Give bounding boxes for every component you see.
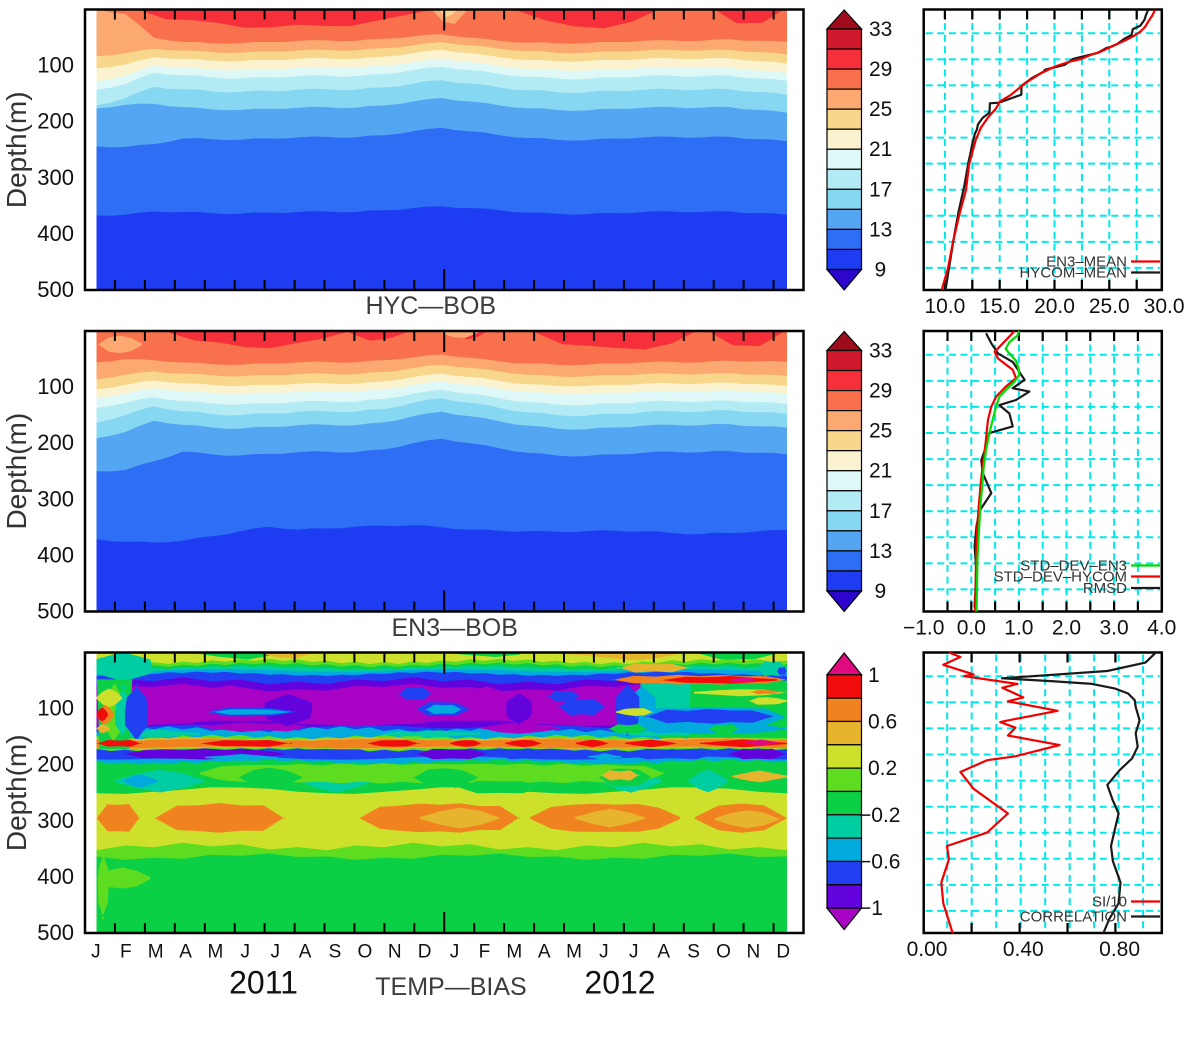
- svg-text:HYC—BOB: HYC—BOB: [366, 292, 497, 320]
- svg-text:N: N: [747, 942, 761, 963]
- svg-text:1.0: 1.0: [1004, 617, 1033, 640]
- svg-text:O: O: [716, 942, 731, 963]
- svg-text:STD–DEV–HYCOM: STD–DEV–HYCOM: [994, 569, 1127, 586]
- svg-text:200: 200: [37, 430, 74, 455]
- svg-text:25: 25: [869, 98, 892, 121]
- svg-text:M: M: [506, 942, 522, 963]
- svg-text:Depth(m): Depth(m): [1, 734, 32, 851]
- svg-text:29: 29: [869, 380, 892, 403]
- svg-text:F: F: [479, 942, 491, 963]
- svg-text:0.6: 0.6: [868, 711, 897, 734]
- svg-text:D: D: [418, 942, 432, 963]
- svg-text:A: A: [299, 942, 312, 963]
- svg-text:500: 500: [37, 277, 74, 302]
- svg-text:−1.0: −1.0: [903, 617, 944, 640]
- svg-text:D: D: [776, 942, 790, 963]
- svg-text:400: 400: [37, 542, 74, 567]
- svg-text:17: 17: [869, 500, 892, 523]
- svg-text:CORRELATION: CORRELATION: [1020, 909, 1127, 926]
- svg-text:20.0: 20.0: [1034, 295, 1075, 318]
- svg-text:EN3–MEAN: EN3–MEAN: [1046, 254, 1127, 271]
- svg-text:0.00: 0.00: [907, 938, 948, 961]
- svg-text:SI/10: SI/10: [1092, 894, 1127, 911]
- svg-text:300: 300: [37, 486, 74, 511]
- svg-text:−0.6: −0.6: [859, 850, 900, 873]
- svg-text:17: 17: [869, 178, 892, 201]
- svg-text:J: J: [599, 942, 609, 963]
- svg-text:O: O: [358, 942, 373, 963]
- svg-text:A: A: [179, 942, 192, 963]
- svg-text:25: 25: [869, 420, 892, 443]
- svg-text:0.0: 0.0: [957, 617, 986, 640]
- svg-text:13: 13: [869, 540, 892, 563]
- svg-text:N: N: [388, 942, 402, 963]
- svg-text:500: 500: [37, 920, 74, 945]
- svg-text:M: M: [148, 942, 164, 963]
- svg-text:200: 200: [37, 752, 74, 777]
- svg-text:F: F: [120, 942, 132, 963]
- svg-text:25.0: 25.0: [1089, 295, 1130, 318]
- svg-text:100: 100: [37, 696, 74, 721]
- svg-text:100: 100: [37, 53, 74, 78]
- svg-text:M: M: [207, 942, 223, 963]
- svg-text:200: 200: [37, 109, 74, 134]
- svg-text:400: 400: [37, 864, 74, 889]
- svg-text:A: A: [538, 942, 551, 963]
- svg-text:J: J: [270, 942, 280, 963]
- svg-text:J: J: [629, 942, 639, 963]
- svg-text:21: 21: [869, 460, 892, 483]
- svg-text:2.0: 2.0: [1052, 617, 1081, 640]
- svg-text:10.0: 10.0: [924, 295, 965, 318]
- svg-text:J: J: [241, 942, 251, 963]
- svg-text:21: 21: [869, 138, 892, 161]
- svg-text:S: S: [687, 942, 700, 963]
- svg-text:9: 9: [875, 259, 887, 282]
- svg-text:400: 400: [37, 221, 74, 246]
- svg-text:2012: 2012: [584, 965, 655, 1001]
- svg-text:TEMP—BIAS: TEMP—BIAS: [375, 973, 526, 1001]
- svg-text:−0.2: −0.2: [859, 804, 900, 827]
- svg-text:Depth(m): Depth(m): [1, 91, 32, 208]
- svg-text:15.0: 15.0: [979, 295, 1020, 318]
- svg-text:30.0: 30.0: [1144, 295, 1185, 318]
- svg-text:STD–DEV–EN3: STD–DEV–EN3: [1020, 558, 1127, 575]
- svg-text:3.0: 3.0: [1099, 617, 1128, 640]
- svg-text:RMSD: RMSD: [1083, 580, 1127, 597]
- svg-text:A: A: [657, 942, 670, 963]
- svg-text:4.0: 4.0: [1147, 617, 1176, 640]
- svg-text:0.80: 0.80: [1099, 938, 1140, 961]
- svg-text:J: J: [450, 942, 460, 963]
- svg-text:2011: 2011: [229, 965, 298, 1001]
- svg-text:0.2: 0.2: [868, 757, 897, 780]
- svg-text:29: 29: [869, 58, 892, 81]
- svg-text:300: 300: [37, 165, 74, 190]
- svg-text:J: J: [91, 942, 101, 963]
- svg-text:33: 33: [869, 340, 892, 363]
- svg-text:100: 100: [37, 374, 74, 399]
- svg-text:9: 9: [875, 580, 887, 603]
- svg-text:500: 500: [37, 599, 74, 624]
- svg-text:−1: −1: [859, 897, 883, 920]
- svg-text:Depth(m): Depth(m): [1, 413, 32, 530]
- svg-text:EN3—BOB: EN3—BOB: [391, 614, 517, 642]
- svg-text:300: 300: [37, 808, 74, 833]
- svg-text:13: 13: [869, 218, 892, 241]
- svg-text:0.40: 0.40: [1003, 938, 1044, 961]
- svg-text:S: S: [329, 942, 342, 963]
- svg-text:1: 1: [868, 664, 880, 687]
- svg-text:HYCOM–MEAN: HYCOM–MEAN: [1019, 265, 1127, 282]
- svg-text:33: 33: [869, 18, 892, 41]
- svg-text:M: M: [566, 942, 582, 963]
